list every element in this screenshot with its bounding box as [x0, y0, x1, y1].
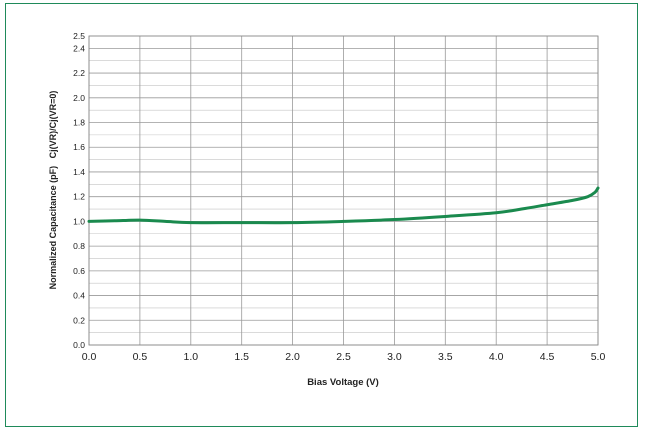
y-tick-label: 0.6	[73, 266, 85, 276]
y-tick-label: 2.5	[73, 31, 85, 41]
y-tick-label: 2.4	[73, 43, 85, 53]
y-tick-label: 1.0	[73, 216, 85, 226]
y-tick-label: 1.2	[73, 192, 85, 202]
y-tick-label: 0.4	[73, 291, 85, 301]
x-tick-label: 2.5	[336, 351, 351, 363]
x-tick-label: 0.0	[82, 351, 97, 363]
x-tick-labels: 0.0 0.5 1.0 1.5 2.0 2.5 3.0 3.5 4.0 4.5 5.0	[82, 351, 606, 363]
y-axis-label: Normalized Capacitance (pF) Cj(VR)/Cj(VR…	[48, 91, 58, 290]
x-tick-label: 2.0	[285, 351, 300, 363]
x-tick-label: 4.0	[489, 351, 504, 363]
chart-frame	[5, 3, 638, 427]
y-tick-label: 1.6	[73, 142, 85, 152]
x-axis-label: Bias Voltage (V)	[307, 377, 379, 388]
grid-lines	[88, 35, 599, 346]
y-tick-label: 1.8	[73, 118, 85, 128]
x-tick-label: 4.5	[540, 351, 555, 363]
x-tick-label: 0.5	[133, 351, 148, 363]
x-tick-label: 3.0	[387, 351, 402, 363]
y-tick-label: 0.2	[73, 315, 85, 325]
x-tick-label: 5.0	[591, 351, 606, 363]
x-tick-label: 3.5	[438, 351, 453, 363]
y-tick-labels: 0.0 0.2 0.4 0.6 0.8 1.0 1.2 1.4 1.6 1.8 2.0 2.2 2.4 2…	[73, 31, 85, 350]
y-tick-label: 2.2	[73, 68, 85, 78]
x-tick-label: 1.5	[234, 351, 249, 363]
y-tick-label: 2.0	[73, 93, 85, 103]
y-tick-label: 0.8	[73, 241, 85, 251]
series-lines	[87, 186, 600, 225]
y-tick-label: 1.4	[73, 167, 85, 177]
x-tick-label: 1.0	[183, 351, 198, 363]
series-line	[87, 186, 600, 225]
y-tick-label: 0.0	[73, 340, 85, 350]
